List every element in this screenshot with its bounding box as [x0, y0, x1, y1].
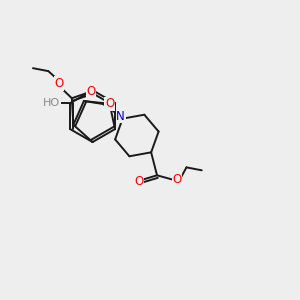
Text: O: O [172, 172, 182, 186]
Text: O: O [86, 85, 96, 98]
Text: N: N [116, 110, 125, 123]
Text: O: O [54, 77, 64, 90]
Text: HO: HO [43, 98, 61, 108]
Text: O: O [134, 175, 143, 188]
Text: O: O [105, 97, 114, 110]
